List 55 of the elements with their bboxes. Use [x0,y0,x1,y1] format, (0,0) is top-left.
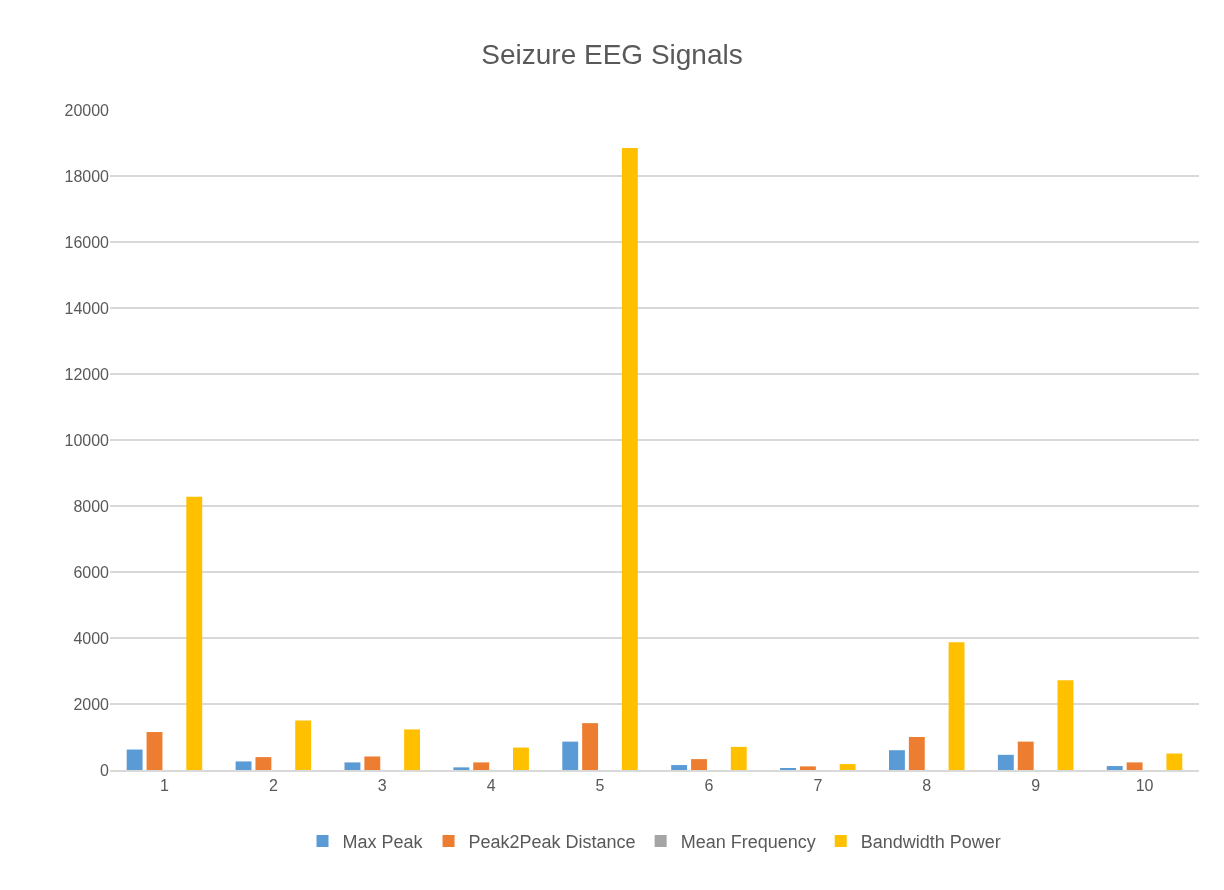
bar [255,757,272,770]
bar [186,496,203,770]
bar [1106,766,1123,770]
bar [799,766,816,770]
bar [513,747,529,770]
bar [671,765,688,770]
y-tick-label: 14000 [64,299,110,317]
bar [404,729,421,770]
x-tick-label: 4 [486,776,496,794]
legend-label: Max Peak [342,832,424,853]
bar [1126,762,1143,770]
y-tick-label: 10000 [64,431,110,449]
bar [908,737,925,770]
chart-title: Seizure EEG Signals [481,39,743,71]
bar [364,756,381,770]
bar [344,762,361,770]
y-tick-label: 18000 [64,167,110,185]
y-tick-label: 0 [100,761,110,779]
x-tick-label: 3 [377,776,387,794]
bar [582,723,599,770]
bar [730,746,747,770]
bar [453,767,470,770]
bar [997,754,1014,770]
legend-label: Peak2Peak Distance [468,832,636,853]
y-tick-label: 12000 [64,365,110,383]
bar [948,642,965,770]
x-tick-label: 9 [1031,776,1041,794]
bar [295,720,312,770]
bar [1166,753,1183,770]
bar [126,749,143,770]
y-tick-label: 4000 [73,629,110,647]
bar [235,761,252,770]
bar [691,759,707,770]
y-tick-label: 2000 [73,695,110,713]
x-tick-label: 7 [813,776,823,794]
bar [473,762,490,770]
bar [146,732,163,770]
bar [1057,680,1074,770]
bar [562,741,579,770]
bar [621,147,638,770]
legend-label: Bandwidth Power [860,832,1001,853]
x-tick-label: 5 [595,776,605,794]
x-tick-label: 8 [922,776,932,794]
y-tick-label: 6000 [73,563,110,581]
bar [839,764,856,770]
x-tick-label: 2 [268,776,278,794]
x-tick-label: 6 [704,776,714,794]
bar [888,750,905,770]
y-tick-label: 8000 [73,497,110,515]
y-tick-label: 20000 [64,101,110,119]
x-tick-label: 10 [1135,776,1154,794]
bar [1017,741,1034,770]
x-tick-label: 1 [160,776,169,794]
legend-label: Mean Frequency [680,832,816,853]
y-tick-label: 16000 [64,233,110,251]
